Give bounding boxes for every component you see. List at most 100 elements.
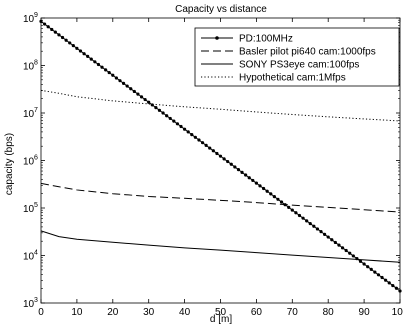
series-line-3 bbox=[40, 89, 401, 122]
y-tick-label-base: 10 bbox=[23, 14, 35, 25]
series-point-0 bbox=[125, 84, 129, 88]
y-axis-label: capacity (bps) bbox=[4, 133, 15, 195]
x-tick-label: 100 bbox=[392, 307, 403, 318]
legend-marker-0 bbox=[215, 36, 219, 40]
series-point-0 bbox=[211, 149, 215, 153]
x-axis-label: d [m] bbox=[210, 314, 232, 325]
series-point-0 bbox=[96, 62, 101, 67]
x-tick-label: 50 bbox=[215, 307, 227, 318]
series-point-0 bbox=[236, 168, 241, 172]
series-point-0 bbox=[362, 262, 366, 266]
series-point-0 bbox=[297, 213, 302, 218]
series-point-0 bbox=[233, 165, 237, 169]
series-point-0 bbox=[215, 151, 219, 156]
series-point-0 bbox=[258, 184, 262, 188]
series-point-0 bbox=[398, 289, 402, 293]
series-point-0 bbox=[139, 95, 144, 99]
series-point-0 bbox=[86, 54, 90, 59]
series-point-0 bbox=[143, 97, 147, 102]
x-tick-label: 30 bbox=[143, 307, 155, 318]
series-point-0 bbox=[265, 189, 269, 193]
series-point-0 bbox=[340, 246, 345, 250]
series-point-0 bbox=[269, 192, 273, 196]
x-tick-label: 60 bbox=[251, 307, 263, 318]
legend-label-0: PD:100MHz bbox=[239, 34, 293, 45]
series-point-0 bbox=[315, 227, 320, 231]
series-point-0 bbox=[157, 108, 162, 112]
series-point-0 bbox=[380, 275, 384, 280]
series-point-0 bbox=[111, 73, 115, 77]
series-point-0 bbox=[204, 143, 208, 147]
series-layer bbox=[39, 19, 402, 293]
series-point-0 bbox=[107, 70, 111, 75]
series-point-0 bbox=[308, 221, 312, 226]
series-point-0 bbox=[78, 49, 83, 53]
x-tick-label: 40 bbox=[179, 307, 191, 318]
legend-label-3: Hypothetical cam:1Mfps bbox=[239, 73, 346, 84]
series-point-0 bbox=[229, 162, 233, 166]
series-point-0 bbox=[200, 141, 205, 145]
series-point-0 bbox=[71, 44, 75, 48]
series-point-0 bbox=[208, 146, 212, 150]
series-point-0 bbox=[333, 240, 337, 245]
series-point-0 bbox=[121, 81, 126, 85]
series-point-0 bbox=[193, 135, 197, 139]
y-tick-label-exponent: 3 bbox=[34, 297, 38, 304]
series-point-0 bbox=[272, 195, 276, 199]
series-point-0 bbox=[154, 106, 158, 110]
series-point-0 bbox=[344, 248, 348, 253]
series-point-0 bbox=[247, 176, 251, 180]
series-point-0 bbox=[369, 267, 373, 272]
series-point-0 bbox=[172, 119, 176, 123]
series-point-0 bbox=[391, 283, 395, 288]
series-point-0 bbox=[183, 127, 187, 131]
series-point-0 bbox=[46, 25, 50, 29]
series-point-0 bbox=[89, 57, 93, 61]
series-point-0 bbox=[337, 243, 341, 247]
series-point-0 bbox=[50, 27, 54, 32]
series-point-0 bbox=[240, 170, 244, 174]
y-tick-label-exponent: 5 bbox=[34, 202, 38, 209]
series-point-0 bbox=[348, 251, 352, 255]
series-point-0 bbox=[93, 60, 97, 64]
series-point-0 bbox=[301, 216, 305, 220]
x-tick-label: 10 bbox=[71, 307, 83, 318]
series-point-0 bbox=[53, 30, 57, 34]
series-point-0 bbox=[226, 159, 230, 164]
series-point-0 bbox=[190, 132, 194, 137]
series-point-0 bbox=[168, 116, 172, 121]
x-tick-label: 80 bbox=[323, 307, 335, 318]
series-point-0 bbox=[358, 259, 363, 263]
series-point-0 bbox=[366, 265, 370, 269]
y-tick-label-exponent: 7 bbox=[34, 107, 38, 114]
series-point-0 bbox=[60, 35, 65, 40]
x-tick-label: 90 bbox=[359, 307, 371, 318]
series-point-0 bbox=[64, 38, 68, 42]
y-tick-label-base: 10 bbox=[23, 252, 35, 263]
series-point-0 bbox=[290, 208, 294, 212]
axes-layer: 0102030405060708090100103104105106107108… bbox=[23, 12, 403, 318]
series-point-0 bbox=[244, 173, 248, 177]
chart-title: Capacity vs distance bbox=[175, 4, 267, 15]
series-point-0 bbox=[312, 224, 316, 228]
series-point-0 bbox=[305, 219, 309, 223]
series-point-0 bbox=[39, 19, 43, 23]
series-point-0 bbox=[323, 232, 327, 236]
series-point-0 bbox=[197, 138, 201, 142]
x-tick-label: 70 bbox=[287, 307, 299, 318]
series-line-1 bbox=[40, 182, 401, 213]
series-point-0 bbox=[394, 286, 399, 290]
series-point-0 bbox=[251, 178, 255, 183]
y-tick-label-base: 10 bbox=[23, 204, 35, 215]
series-point-0 bbox=[330, 238, 334, 242]
series-point-0 bbox=[57, 33, 61, 37]
series-point-0 bbox=[276, 197, 280, 201]
series-point-0 bbox=[175, 122, 180, 126]
series-point-0 bbox=[165, 114, 169, 118]
series-point-0 bbox=[118, 79, 122, 83]
y-tick-label-base: 10 bbox=[23, 299, 35, 310]
series-point-0 bbox=[279, 200, 284, 204]
series-point-0 bbox=[326, 235, 330, 239]
